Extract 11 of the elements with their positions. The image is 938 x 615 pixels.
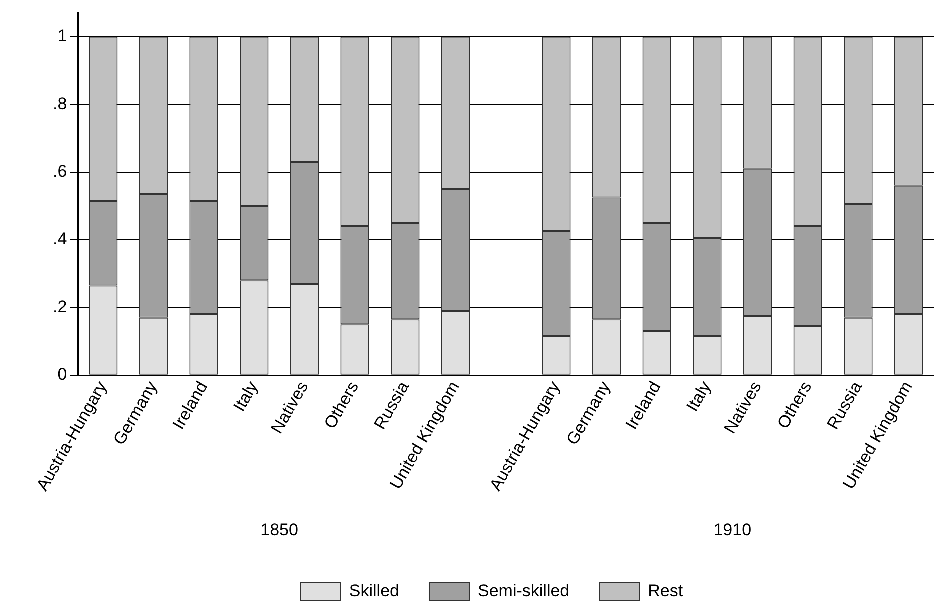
y-tick-label: 1: [58, 26, 68, 46]
y-tick-label: .6: [52, 162, 68, 181]
y-tick-label: .4: [52, 230, 68, 249]
y-tick-label: 0: [58, 365, 68, 384]
legend-label: Semi-skilled: [478, 582, 570, 601]
legend-label: Skilled: [349, 582, 400, 601]
legend-label: Rest: [648, 582, 684, 601]
y-tick-label: .2: [52, 297, 68, 316]
text: 1850: [260, 520, 298, 540]
text: 1910: [714, 520, 752, 540]
y-tick-label: .8: [52, 94, 68, 114]
